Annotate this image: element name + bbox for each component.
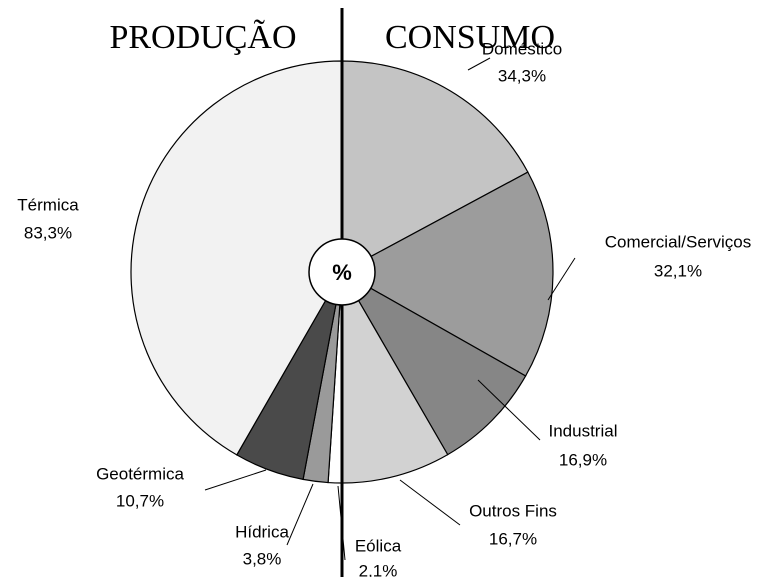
- slice-value: 16,9%: [559, 450, 607, 469]
- slice-label: Hídrica: [235, 522, 289, 541]
- leader-line: [477, 379, 541, 441]
- slice-label: Industrial: [549, 421, 618, 440]
- slice-value: 32,1%: [654, 261, 702, 280]
- leader-line: [399, 479, 461, 526]
- pie-slice: [341, 60, 529, 274]
- pie-slice: [341, 269, 449, 484]
- slice-label: Outros Fins: [469, 501, 557, 520]
- slice-label: Eólica: [355, 536, 402, 555]
- slice-label: Doméstico: [482, 39, 562, 58]
- leader-line: [286, 483, 314, 546]
- slice-label: Térmica: [17, 195, 79, 214]
- slice-value: 3,8%: [243, 549, 282, 568]
- slice-value: 10,7%: [116, 491, 164, 510]
- center-circle: [308, 238, 376, 306]
- leader-line: [467, 57, 491, 71]
- slice-value: 2,1%: [359, 561, 398, 577]
- leader-line: [547, 257, 576, 301]
- slice-label: Comercial/Serviços: [605, 232, 751, 251]
- center-label: %: [332, 260, 352, 285]
- slice-label: Geotérmica: [96, 464, 184, 483]
- leader-line: [204, 469, 267, 491]
- left-title: PRODUÇÃO: [109, 19, 296, 56]
- slice-value: 34,3%: [498, 66, 546, 85]
- pie-slice: [340, 270, 527, 456]
- slices: Eólica 2,1% Hídrica 3,8% Geotérmica 10,7% Térm…: [17, 39, 751, 580]
- right-title: CONSUMO: [385, 19, 555, 56]
- slice-value: 83,3%: [24, 223, 72, 242]
- slice-value: 16,7%: [489, 529, 537, 548]
- pie-slice: [130, 60, 343, 456]
- pie-slice: [340, 171, 554, 377]
